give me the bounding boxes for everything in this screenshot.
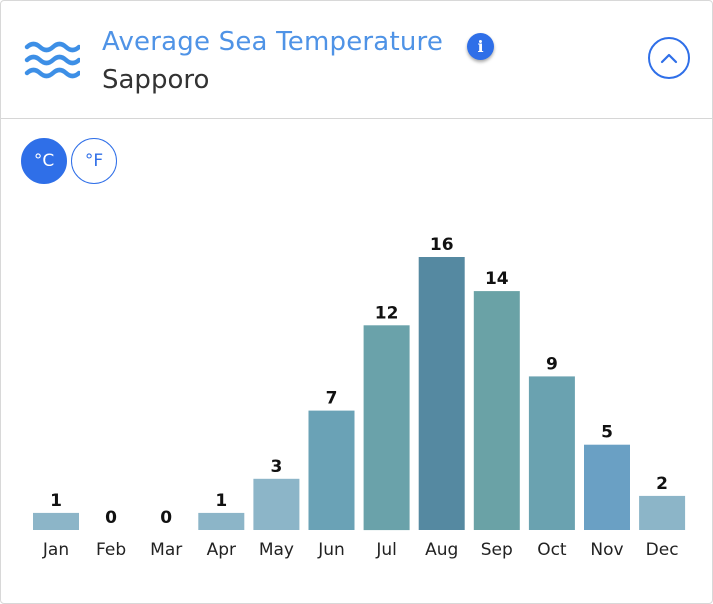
bar-may — [253, 478, 300, 530]
bar-jul — [363, 325, 410, 531]
info-icon[interactable]: i — [467, 33, 494, 60]
location-name: Sapporo — [102, 65, 210, 95]
chevron-up-icon — [660, 53, 678, 64]
fahrenheit-toggle[interactable]: °F — [71, 138, 117, 184]
value-label-sep: 14 — [485, 269, 509, 289]
value-label-nov: 5 — [601, 423, 613, 443]
celsius-toggle[interactable]: °C — [21, 138, 67, 184]
month-label-jul: Jul — [375, 540, 397, 560]
month-label-apr: Apr — [207, 540, 236, 560]
bar-jan — [33, 512, 79, 530]
month-label-mar: Mar — [150, 540, 182, 560]
bar-jun — [308, 410, 355, 530]
bar-apr — [198, 512, 245, 530]
month-label-jan: Jan — [42, 540, 69, 560]
page-title: Average Sea Temperature — [102, 27, 444, 57]
month-label-dec: Dec — [646, 540, 679, 560]
value-label-dec: 2 — [656, 474, 668, 494]
bar-nov — [584, 444, 630, 530]
month-label-may: May — [259, 540, 294, 560]
value-label-oct: 9 — [546, 354, 558, 374]
value-label-aug: 16 — [430, 235, 454, 255]
bar-oct — [528, 376, 575, 530]
card-header: Average Sea Temperature Sapporo i — [1, 1, 712, 119]
bar-dec — [639, 495, 686, 530]
month-label-jun: Jun — [317, 540, 345, 560]
month-label-oct: Oct — [537, 540, 567, 560]
month-label-nov: Nov — [590, 540, 623, 560]
value-label-jan: 1 — [50, 491, 62, 511]
collapse-button[interactable] — [648, 37, 690, 79]
month-label-aug: Aug — [425, 540, 458, 560]
waves-icon — [24, 41, 80, 79]
value-label-may: 3 — [270, 457, 282, 477]
month-label-feb: Feb — [96, 540, 126, 560]
value-label-mar: 0 — [160, 508, 172, 528]
value-label-jul: 12 — [375, 303, 399, 323]
temperature-bar-chart: 1 Jan 0 Feb 0 Mar 1 Apr 3 May 7 Jun 12 Jul 16 Aug 14 Sep 9… — [33, 235, 686, 560]
value-label-feb: 0 — [105, 508, 117, 528]
month-label-sep: Sep — [481, 540, 513, 560]
value-label-jun: 7 — [326, 389, 338, 409]
bar-sep — [473, 291, 520, 530]
bar-aug — [418, 257, 465, 530]
value-label-apr: 1 — [215, 491, 227, 511]
